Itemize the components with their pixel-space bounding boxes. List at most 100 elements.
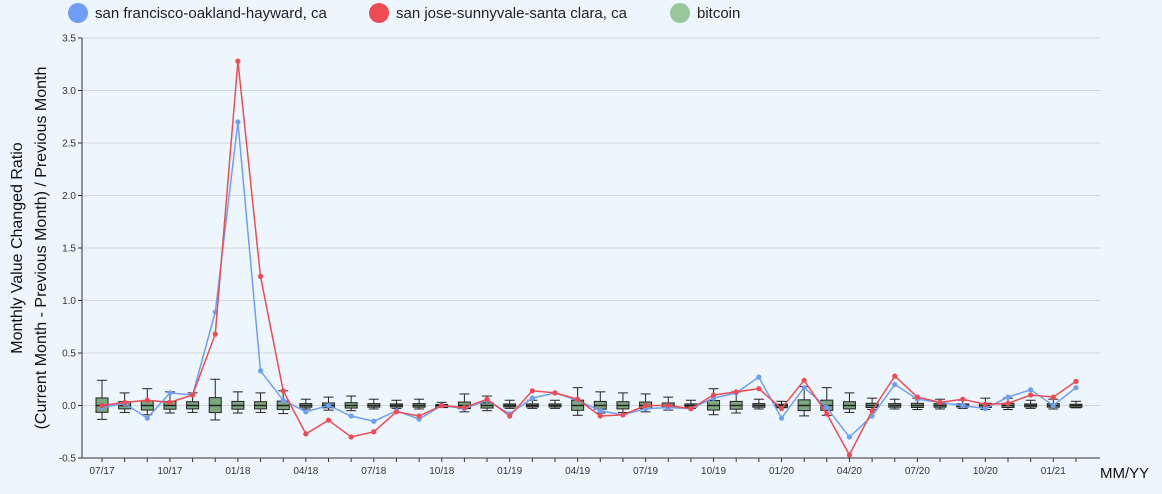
series-point <box>914 394 921 400</box>
series-point <box>982 401 988 408</box>
series-point <box>529 388 535 394</box>
series-point <box>280 397 286 403</box>
series-point <box>190 392 196 398</box>
series-point <box>303 431 309 437</box>
legend-marker <box>369 3 389 23</box>
series-point <box>212 331 218 337</box>
series-point <box>439 402 445 409</box>
x-tick-label: 10/18 <box>429 466 454 477</box>
series-point <box>733 389 739 395</box>
series-point <box>892 381 898 388</box>
legend: san francisco-oakland-hayward, ca san jos… <box>68 3 740 23</box>
series-point <box>416 413 422 419</box>
series-point <box>665 402 671 409</box>
x-tick-label: 01/20 <box>769 466 794 477</box>
legend-label: san jose-sunnyvale-santa clara, ca <box>396 5 628 22</box>
series-point <box>371 429 377 435</box>
series-point <box>235 119 241 125</box>
y-tick-label: 1.0 <box>62 296 76 307</box>
x-tick-label: 01/21 <box>1041 466 1066 477</box>
bitcoin-boxplots <box>95 378 1083 421</box>
series-point <box>1028 392 1034 398</box>
series-point <box>801 377 807 383</box>
series-point <box>529 395 535 401</box>
series-point <box>620 412 626 418</box>
legend-marker <box>68 3 88 23</box>
series-point <box>597 408 603 414</box>
y-tick-label: 1.5 <box>62 244 76 255</box>
series-point <box>552 390 558 396</box>
series-point <box>167 399 173 405</box>
series-point <box>1073 385 1079 391</box>
series-point <box>960 402 966 409</box>
y-tick-label: 3.5 <box>62 34 76 45</box>
x-tick-label: 10/20 <box>973 466 998 477</box>
series-point <box>892 373 898 379</box>
x-tick-label: 01/19 <box>497 466 522 477</box>
series-point <box>960 396 966 402</box>
legend-label: bitcoin <box>697 5 740 22</box>
series-point <box>575 396 581 402</box>
series-point <box>688 406 694 412</box>
series-point <box>710 392 717 398</box>
series-point <box>348 413 354 419</box>
series-point <box>824 405 830 411</box>
series-point <box>484 396 490 402</box>
series-point <box>280 388 286 394</box>
x-axis-title: MM/YY <box>1100 465 1149 482</box>
series-point <box>167 390 173 396</box>
x-tick-label: 07/20 <box>905 466 930 477</box>
y-tick-label: 0.5 <box>62 349 76 360</box>
series-point <box>801 385 807 391</box>
x-tick-label: 10/17 <box>157 466 182 477</box>
series-point <box>869 408 875 414</box>
series-point <box>144 397 150 403</box>
y-axis-title-line2: (Current Month - Previous Month) / Previ… <box>33 67 50 430</box>
y-tick-label: 3.0 <box>62 86 76 97</box>
series-point <box>257 273 264 279</box>
x-tick-label: 04/18 <box>293 466 318 477</box>
y-axis-title-line1: Monthly Value Changed Ratio <box>9 142 26 353</box>
series-point <box>122 399 128 405</box>
x-tick-label: 07/18 <box>361 466 386 477</box>
series-point <box>846 452 853 458</box>
series-point <box>597 413 603 419</box>
series-point <box>257 368 264 374</box>
series-point <box>1050 394 1056 400</box>
y-tick-label: 2.5 <box>62 139 76 150</box>
series-point <box>235 58 241 64</box>
series-point <box>1005 394 1011 400</box>
series-point <box>1028 387 1034 393</box>
series-point <box>348 434 354 440</box>
series-point <box>371 418 377 424</box>
series-lines <box>99 58 1079 458</box>
x-tick-label: 01/18 <box>225 466 250 477</box>
series-point <box>99 402 105 409</box>
series-point <box>778 415 785 421</box>
y-tick-label: -0.5 <box>59 454 77 465</box>
legend-marker <box>670 3 690 23</box>
x-tick-label: 07/17 <box>89 466 114 477</box>
series-point <box>846 434 853 440</box>
x-tick-label: 07/19 <box>633 466 658 477</box>
legend-label: san francisco-oakland-hayward, ca <box>95 5 327 22</box>
series-point <box>982 406 988 412</box>
y-tick-label: 2.0 <box>62 191 76 202</box>
series-point <box>824 411 830 417</box>
x-tick-label: 10/19 <box>701 466 726 477</box>
series-point <box>643 402 649 409</box>
series-point <box>756 374 762 380</box>
series-point <box>507 413 513 419</box>
y-tick-label: 0.0 <box>62 401 76 412</box>
series-point <box>937 399 943 405</box>
series-line <box>101 121 1077 439</box>
series-point <box>778 406 785 412</box>
series-line <box>101 61 1077 457</box>
series-point <box>1005 400 1011 406</box>
series-point <box>1073 378 1079 384</box>
series-point <box>144 415 150 421</box>
series-point <box>325 417 332 423</box>
x-tick-label: 04/19 <box>565 466 590 477</box>
x-tick-label: 04/20 <box>837 466 862 477</box>
